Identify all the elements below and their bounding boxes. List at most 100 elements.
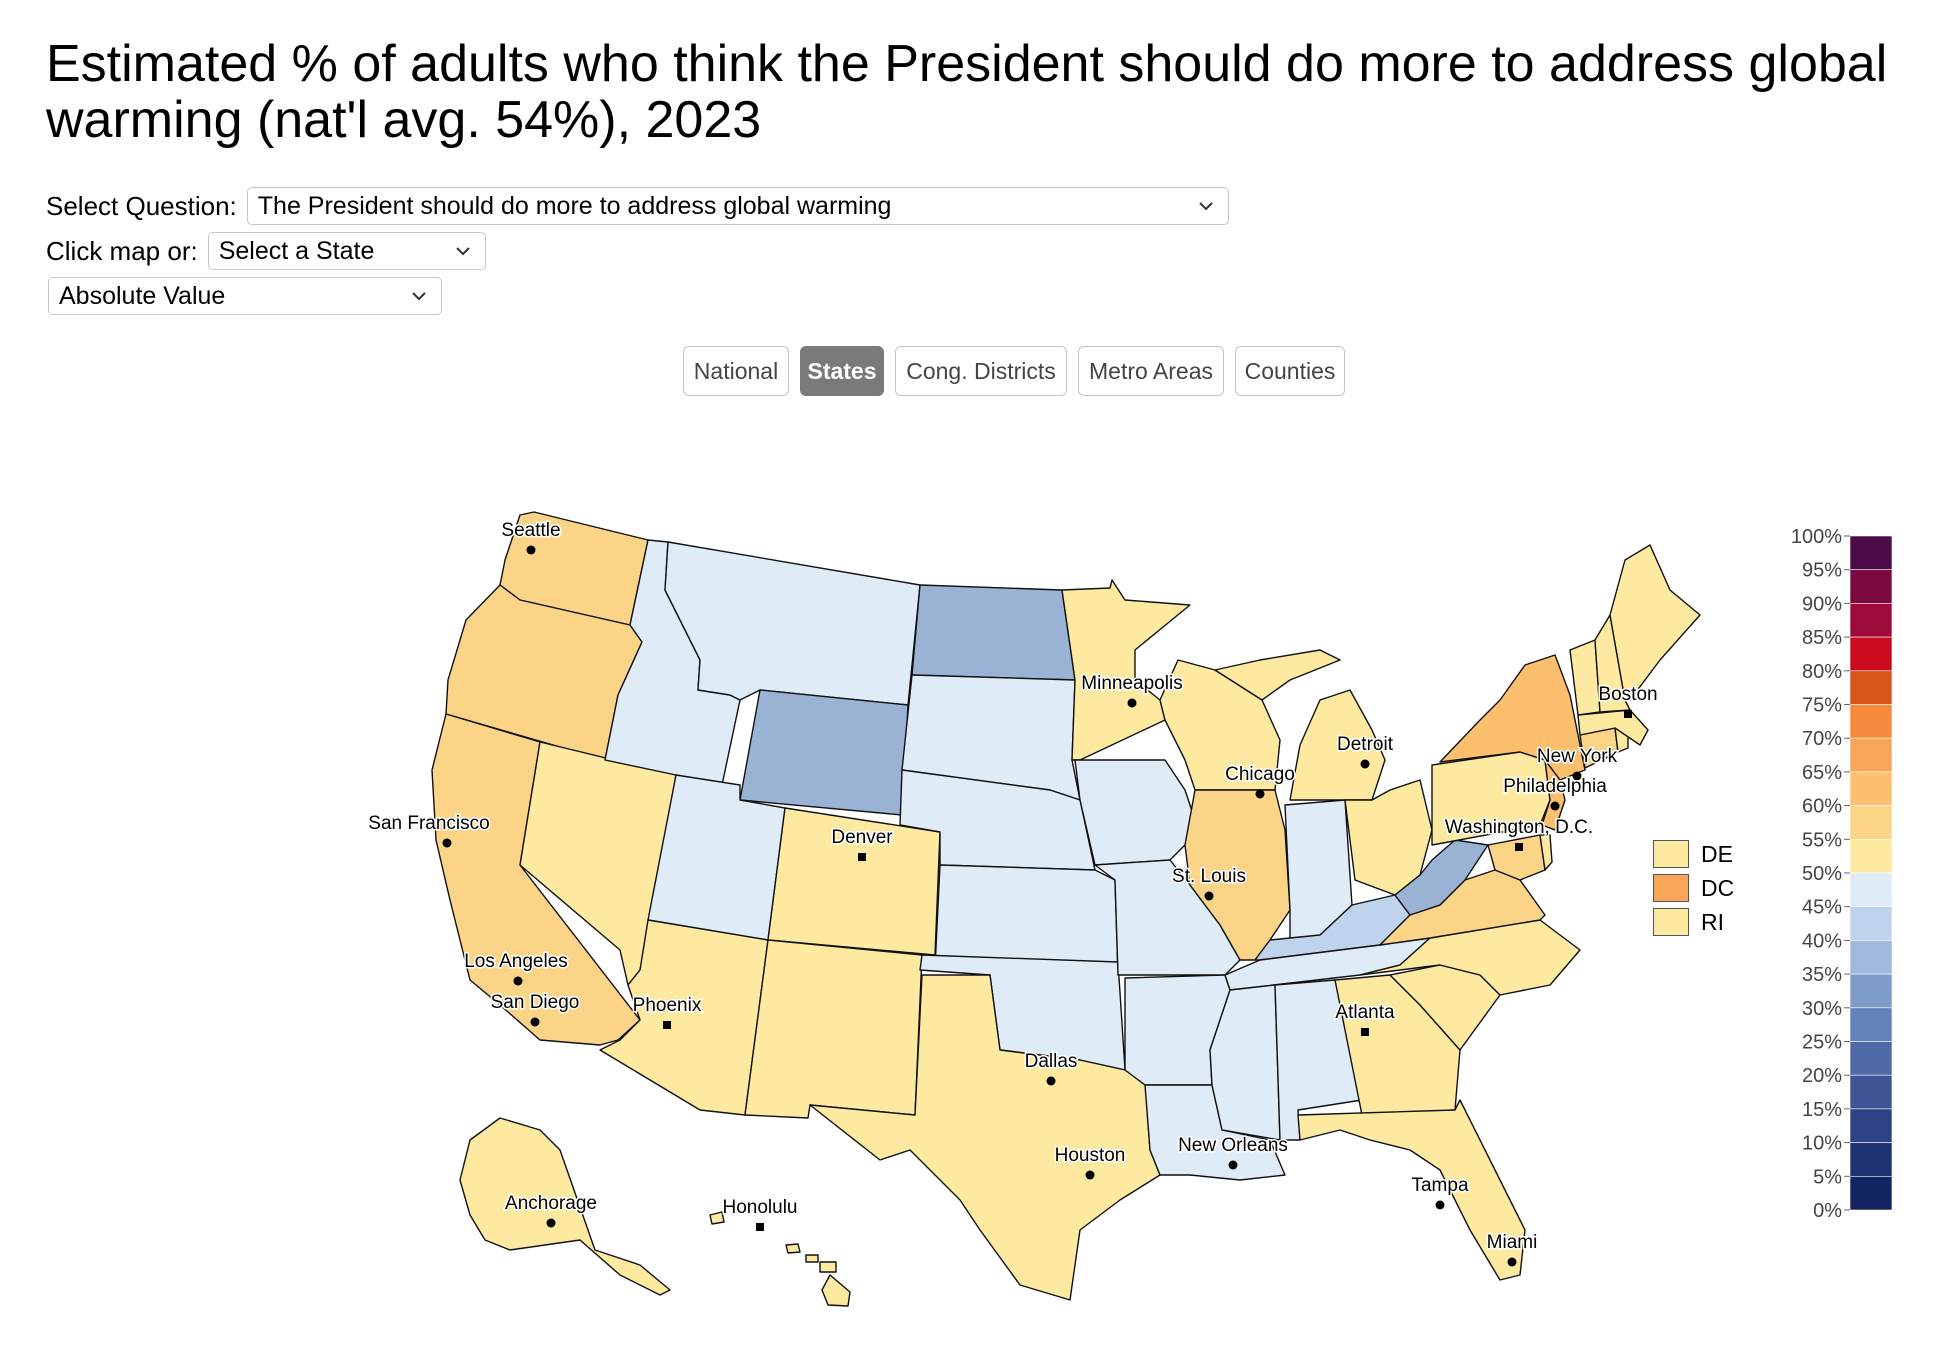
city-label: Detroit bbox=[1337, 734, 1394, 755]
state-hawaii[interactable] bbox=[709, 1211, 851, 1307]
city-label: Atlanta bbox=[1335, 1002, 1395, 1023]
measure-select[interactable]: Absolute Value bbox=[48, 277, 442, 315]
city-label: Los Angeles bbox=[464, 951, 568, 972]
city-label: Seattle bbox=[501, 520, 560, 541]
scale-swatch bbox=[1849, 535, 1893, 571]
city-marker bbox=[1228, 1160, 1238, 1170]
city-marker bbox=[1255, 789, 1265, 799]
scale-tick-label: 20% bbox=[1802, 1065, 1842, 1087]
city-label: St. Louis bbox=[1172, 866, 1246, 887]
city-marker bbox=[442, 838, 452, 848]
state-row: Click map or: Select a State bbox=[46, 232, 486, 270]
state-minnesota[interactable] bbox=[1061, 579, 1191, 761]
chevron-down-icon bbox=[1199, 202, 1213, 211]
scale-tick-label: 5% bbox=[1813, 1166, 1842, 1188]
question-select-value: The President should do more to address … bbox=[257, 191, 892, 220]
city-label: New Orleans bbox=[1178, 1135, 1288, 1156]
city-label: Denver bbox=[831, 827, 893, 848]
city-label: Miami bbox=[1487, 1232, 1538, 1253]
state-delaware[interactable] bbox=[1539, 834, 1553, 871]
state-select[interactable]: Select a State bbox=[207, 232, 486, 270]
city-marker bbox=[1624, 710, 1632, 718]
state-new-jersey[interactable] bbox=[1541, 759, 1566, 831]
measure-row: Absolute Value bbox=[48, 277, 442, 315]
city-label: Houston bbox=[1055, 1145, 1126, 1166]
state-new-mexico[interactable] bbox=[744, 939, 923, 1119]
geography-tabs: National States Cong. Districts Metro Ar… bbox=[683, 346, 1345, 396]
city-marker bbox=[1435, 1200, 1445, 1210]
scale-swatch bbox=[1849, 805, 1893, 840]
scale-swatch bbox=[1849, 737, 1893, 773]
scale-tick-label: 15% bbox=[1802, 1099, 1842, 1121]
scale-tick-label: 95% bbox=[1802, 560, 1842, 582]
color-scale-legend: 100% 95% 90% 85% 80% 75% 70% 65% 60% 55% 50% 45% 40%… bbox=[1791, 526, 1893, 1220]
state-wyoming[interactable] bbox=[739, 689, 909, 816]
state-maryland[interactable] bbox=[1487, 834, 1546, 881]
small-state-ri[interactable]: RI bbox=[1653, 908, 1724, 936]
tab-cong-districts[interactable]: Cong. Districts bbox=[895, 346, 1067, 396]
city-label: Chicago bbox=[1225, 764, 1295, 785]
scale-swatch bbox=[1849, 940, 1893, 975]
city-marker bbox=[1572, 771, 1582, 781]
state-michigan[interactable] bbox=[1214, 649, 1386, 801]
city-marker bbox=[1204, 891, 1214, 901]
scale-tick-label: 60% bbox=[1802, 796, 1842, 818]
chevron-down-icon bbox=[455, 247, 470, 256]
small-state-label: DE bbox=[1701, 840, 1733, 867]
tab-metro-areas[interactable]: Metro Areas bbox=[1078, 346, 1224, 396]
city-marker bbox=[1127, 698, 1137, 708]
scale-swatch bbox=[1849, 670, 1893, 705]
scale-tick-label: 30% bbox=[1802, 998, 1842, 1020]
scale-tick-label: 50% bbox=[1802, 863, 1842, 885]
scale-swatch bbox=[1849, 906, 1893, 941]
tab-national[interactable]: National bbox=[683, 346, 789, 396]
state-iowa[interactable] bbox=[1074, 759, 1196, 866]
city-marker bbox=[1046, 1076, 1056, 1086]
tab-counties[interactable]: Counties bbox=[1235, 346, 1345, 396]
tab-states[interactable]: States bbox=[800, 346, 884, 396]
city-label: Anchorage bbox=[505, 1193, 597, 1214]
scale-swatch bbox=[1849, 973, 1893, 1009]
state-new-hampshire[interactable] bbox=[1594, 614, 1631, 713]
city-marker bbox=[1550, 801, 1560, 811]
question-select[interactable]: The President should do more to address … bbox=[246, 187, 1229, 225]
scale-tick-label: 90% bbox=[1802, 593, 1842, 615]
small-state-dc[interactable]: DC bbox=[1653, 874, 1734, 902]
state-new-york[interactable] bbox=[1439, 654, 1586, 781]
city-label: Tampa bbox=[1411, 1175, 1468, 1196]
scale-tick-label: 40% bbox=[1802, 930, 1842, 952]
city-marker bbox=[858, 853, 866, 861]
state-north-dakota[interactable] bbox=[911, 584, 1076, 681]
city-label: Washington, D.C. bbox=[1445, 817, 1593, 838]
state-maine[interactable] bbox=[1609, 544, 1701, 701]
question-row: Select Question: The President should do… bbox=[46, 187, 1229, 225]
small-state-de[interactable]: DE bbox=[1653, 840, 1733, 868]
scale-swatch bbox=[1849, 1074, 1893, 1110]
city-layer: Seattle San Francisco Los Angeles San Diego… bbox=[367, 519, 1659, 1267]
city-marker bbox=[1361, 1028, 1369, 1036]
state-florida[interactable] bbox=[1297, 1099, 1526, 1281]
scale-tick-label: 0% bbox=[1813, 1200, 1842, 1220]
city-label: Phoenix bbox=[633, 995, 702, 1016]
small-state-label: DC bbox=[1701, 874, 1735, 901]
scale-tick-label: 85% bbox=[1802, 627, 1842, 649]
state-alaska[interactable] bbox=[459, 1117, 671, 1296]
city-marker bbox=[1360, 759, 1370, 769]
scale-tick-label: 35% bbox=[1802, 964, 1842, 986]
city-marker bbox=[1507, 1257, 1517, 1267]
city-marker bbox=[513, 976, 523, 986]
city-marker bbox=[530, 1017, 540, 1027]
scale-swatch bbox=[1849, 636, 1893, 672]
measure-select-value: Absolute Value bbox=[59, 281, 226, 310]
city-label: Honolulu bbox=[723, 1197, 798, 1218]
state-north-carolina[interactable] bbox=[1359, 919, 1581, 996]
scale-swatch bbox=[1849, 1108, 1893, 1143]
scale-swatch bbox=[1849, 1142, 1893, 1177]
question-label: Select Question: bbox=[46, 190, 237, 221]
state-montana[interactable] bbox=[664, 541, 921, 706]
scale-swatch bbox=[1849, 771, 1893, 806]
city-marker bbox=[526, 545, 536, 555]
city-label: San Francisco bbox=[368, 813, 489, 834]
scale-tick-label: 10% bbox=[1802, 1133, 1842, 1155]
